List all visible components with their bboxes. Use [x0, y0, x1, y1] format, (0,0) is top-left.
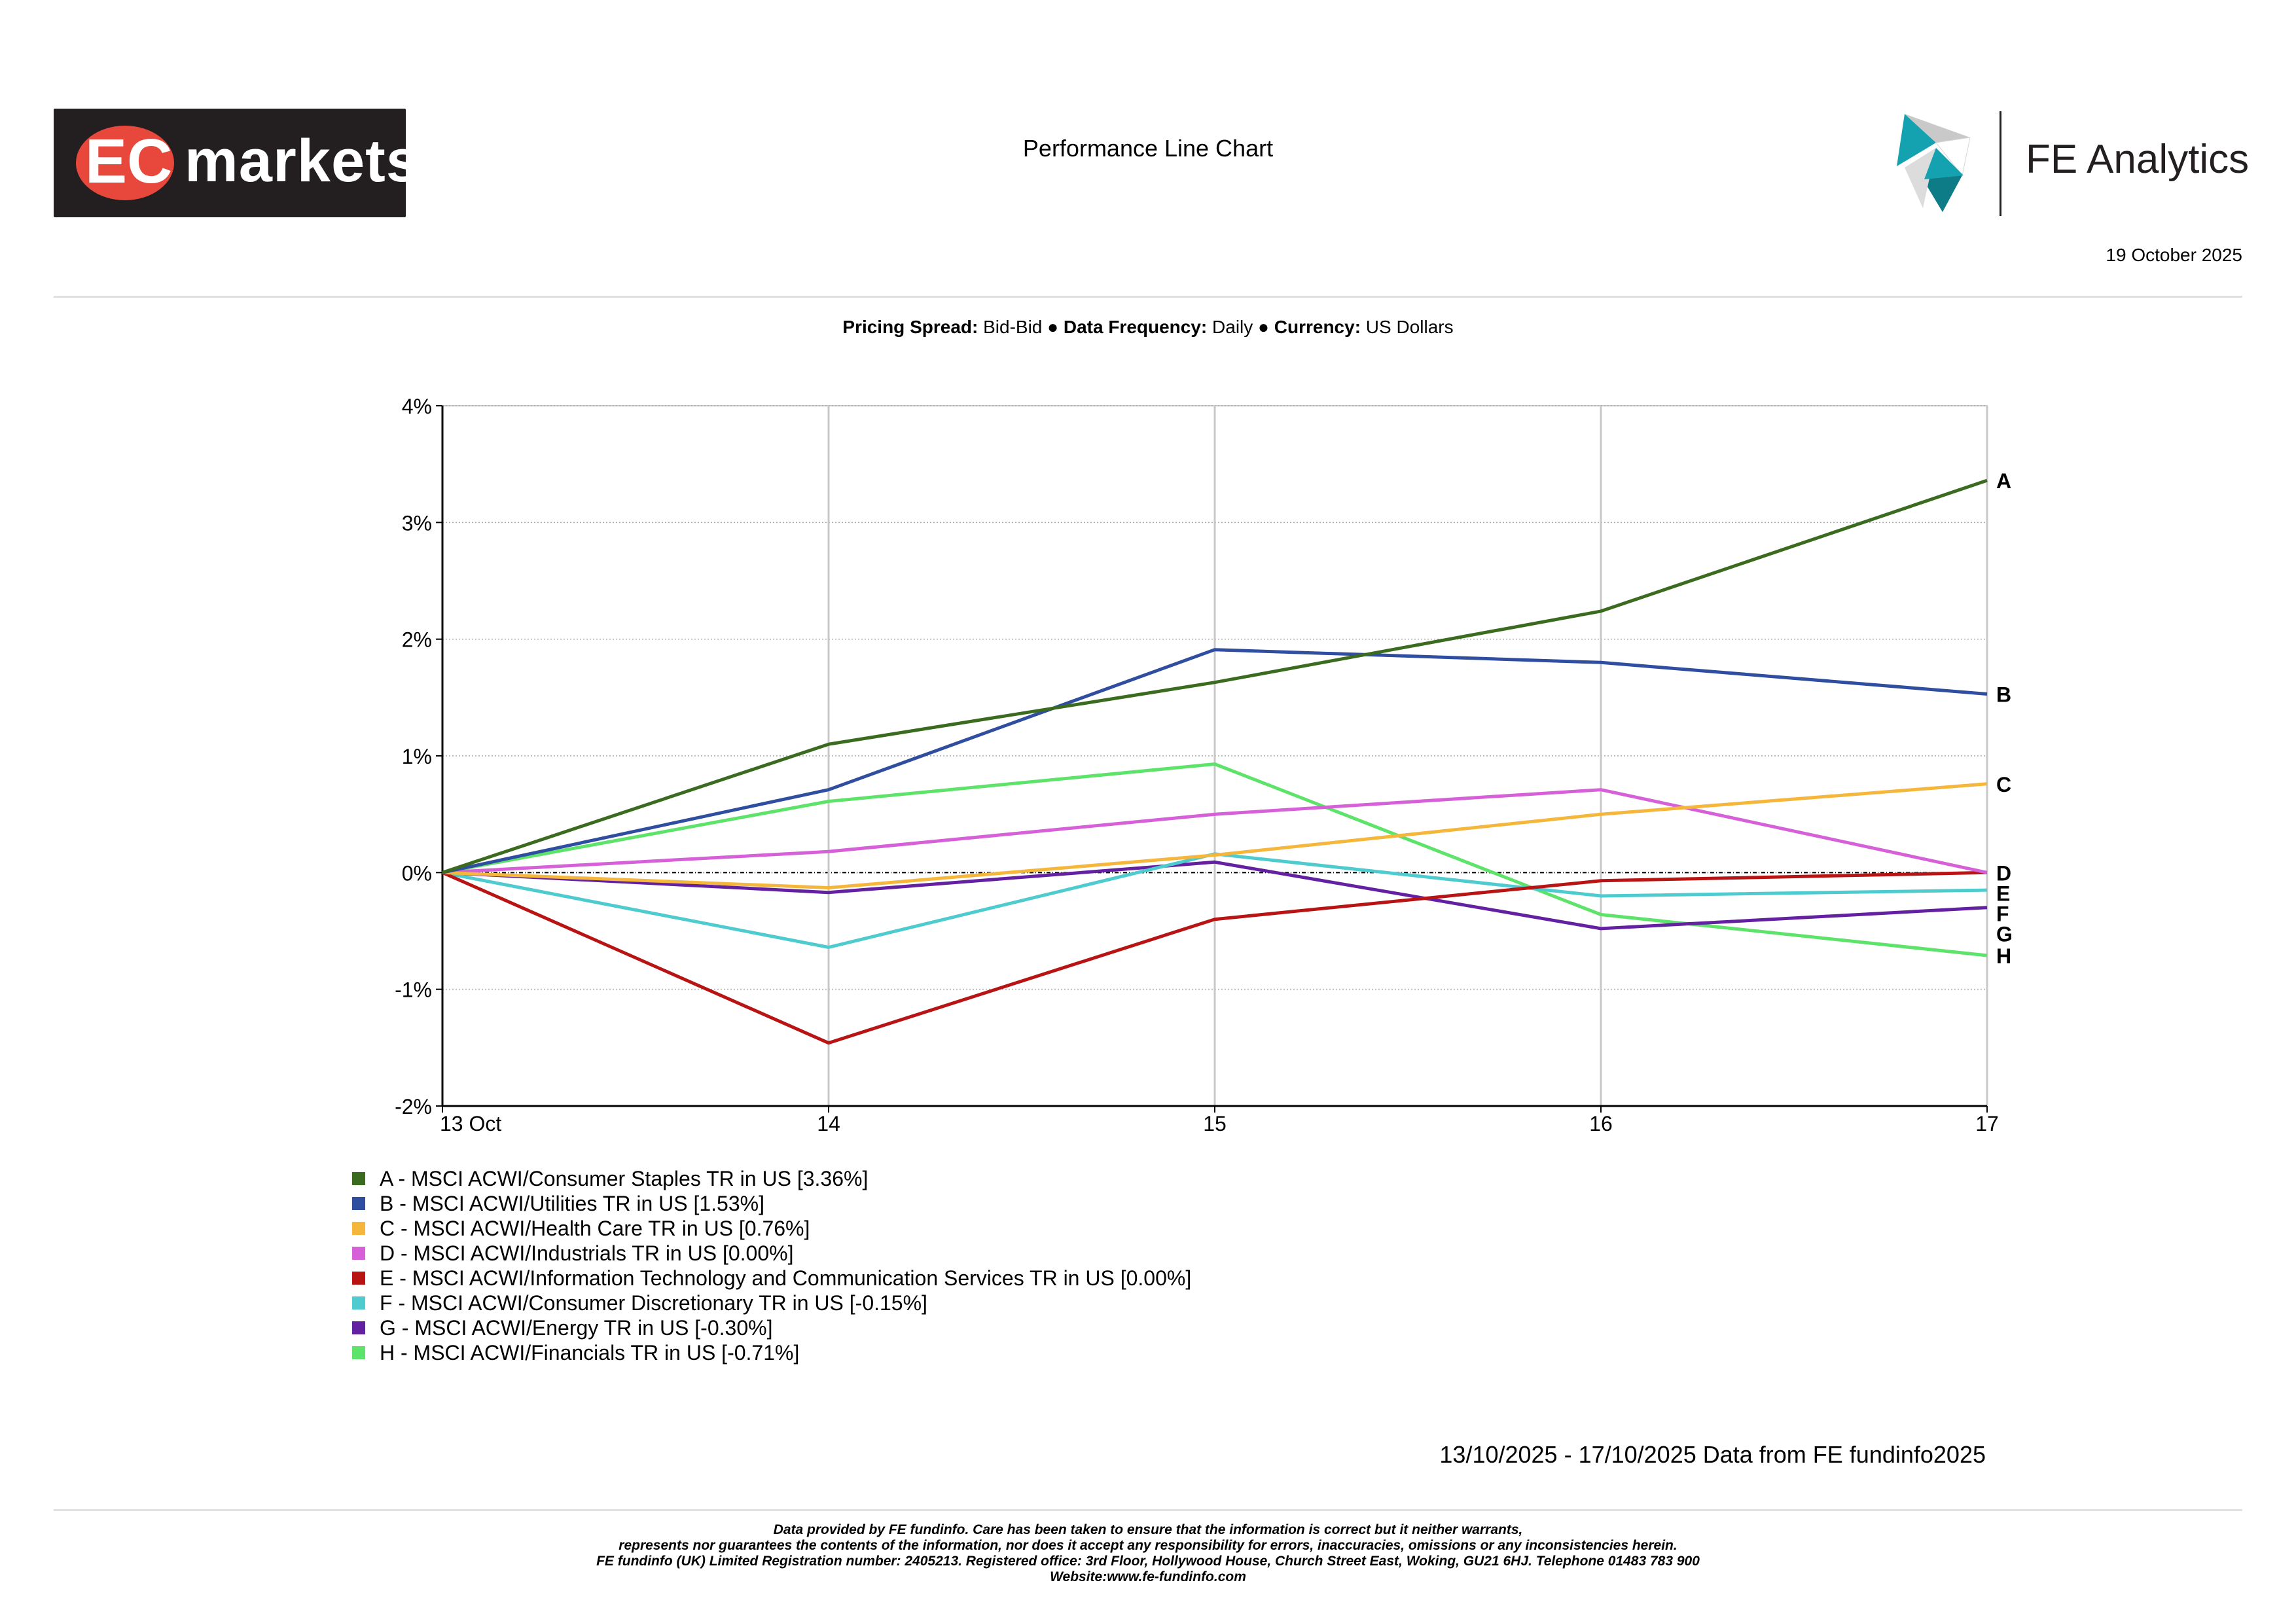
x-tick-label: 16: [1589, 1112, 1613, 1135]
legend-label: G - MSCI ACWI/Energy TR in US [-0.30%]: [380, 1316, 773, 1340]
legend-swatch: [352, 1197, 365, 1210]
legend-label: D - MSCI ACWI/Industrials TR in US [0.00…: [380, 1241, 794, 1265]
disclaimer-line: Data provided by FE fundinfo. Care has b…: [773, 1522, 1523, 1537]
disclaimer-line: FE fundinfo (UK) Limited Registration nu…: [596, 1554, 1700, 1569]
report-date: 19 October 2025: [2106, 245, 2242, 265]
series-end-label-f: F: [1996, 902, 2009, 925]
data-frequency-label: Data Frequency:: [1063, 317, 1208, 337]
footer-divider: [54, 1509, 2242, 1511]
y-tick-label: -2%: [395, 1095, 432, 1118]
chart-source-note: 13/10/2025 - 17/10/2025 Data from FE fun…: [1439, 1441, 1986, 1468]
meta-separator: ●: [1047, 317, 1059, 337]
ec-logo-text: EC: [85, 126, 173, 196]
chart-series: [441, 478, 1988, 1045]
legend-swatch: [352, 1247, 365, 1260]
legend-label: E - MSCI ACWI/Information Technology and…: [380, 1266, 1192, 1290]
header-divider: [54, 296, 2242, 298]
series-line-a: [442, 478, 1988, 874]
chart-settings-line: Pricing Spread: Bid-Bid ● Data Frequency…: [0, 317, 2296, 338]
fe-analytics-name: FE Analytics: [2026, 137, 2250, 182]
legend-item: E - MSCI ACWI/Information Technology and…: [352, 1266, 1191, 1291]
x-tick-label: 13 Oct: [440, 1112, 501, 1135]
chart-legend: A - MSCI ACWI/Consumer Staples TR in US …: [352, 1166, 1191, 1365]
series-end-label-h: H: [1996, 944, 2011, 968]
meta-separator: ●: [1258, 317, 1269, 337]
chart-axes: 4% 3% 2% 1% 0% -1% -2% 13 Oct 14 15 16 17: [395, 395, 1999, 1135]
series-end-label-g: G: [1996, 922, 2013, 946]
series-end-label-b: B: [1996, 683, 2011, 706]
y-tick-label: 0%: [402, 861, 432, 885]
series-line-h: [442, 762, 1988, 957]
series-end-label-a: A: [1996, 469, 2011, 493]
legend-item: B - MSCI ACWI/Utilities TR in US [1.53%]: [352, 1191, 1191, 1216]
legend-swatch: [352, 1296, 365, 1310]
legend-swatch: [352, 1321, 365, 1334]
y-tick-label: 4%: [402, 395, 432, 418]
y-tick-label: 2%: [402, 628, 432, 652]
legend-item: C - MSCI ACWI/Health Care TR in US [0.76…: [352, 1216, 1191, 1241]
x-tick-label: 14: [817, 1112, 840, 1135]
markets-logo-text: markets: [185, 128, 420, 194]
series-end-label-d: D: [1996, 861, 2011, 885]
series-line-c: [442, 782, 1988, 889]
series-line-e: [441, 870, 1988, 1045]
legend-swatch: [352, 1346, 365, 1359]
x-tick-label: 15: [1203, 1112, 1227, 1135]
pricing-spread-label: Pricing Spread:: [842, 317, 978, 337]
series-line-g: [442, 860, 1988, 931]
legend-swatch: [352, 1222, 365, 1235]
legend-swatch: [352, 1172, 365, 1185]
chart-grid: [442, 405, 1988, 1107]
disclaimer-line: Website:www.fe-fundinfo.com: [1050, 1569, 1246, 1584]
legend-label: B - MSCI ACWI/Utilities TR in US [1.53%]: [380, 1192, 764, 1215]
legend-label: A - MSCI ACWI/Consumer Staples TR in US …: [380, 1167, 869, 1190]
legend-label: H - MSCI ACWI/Financials TR in US [-0.71…: [380, 1341, 800, 1364]
fe-triangle-logo-icon: [1897, 114, 1971, 212]
data-frequency-value: Daily: [1212, 317, 1253, 337]
series-line-d: [442, 788, 1988, 874]
y-tick-label: -1%: [395, 978, 432, 1002]
currency-label: Currency:: [1274, 317, 1361, 337]
legend-item: F - MSCI ACWI/Consumer Discretionary TR …: [352, 1291, 1191, 1315]
legend-swatch: [352, 1272, 365, 1285]
legend-item: A - MSCI ACWI/Consumer Staples TR in US …: [352, 1166, 1191, 1191]
fe-logo-divider: [2000, 111, 2001, 216]
x-tick-label: 17: [1975, 1112, 1999, 1135]
legend-item: H - MSCI ACWI/Financials TR in US [-0.71…: [352, 1340, 1191, 1365]
series-end-label-c: C: [1996, 773, 2011, 796]
currency-value: US Dollars: [1365, 317, 1454, 337]
y-tick-label: 3%: [402, 511, 432, 535]
ec-logo-circle: [76, 126, 174, 200]
pricing-spread-value: Bid-Bid: [983, 317, 1043, 337]
legend-label: F - MSCI ACWI/Consumer Discretionary TR …: [380, 1291, 927, 1315]
series-end-label-e: E: [1996, 882, 2010, 905]
y-tick-label: 1%: [402, 745, 432, 768]
ec-markets-logo: EC markets: [54, 109, 420, 217]
page-title: Performance Line Chart: [1022, 135, 1274, 162]
legend-item: D - MSCI ACWI/Industrials TR in US [0.00…: [352, 1241, 1191, 1266]
legend-item: G - MSCI ACWI/Energy TR in US [-0.30%]: [352, 1315, 1191, 1340]
series-line-b: [442, 648, 1988, 874]
legend-label: C - MSCI ACWI/Health Care TR in US [0.76…: [380, 1217, 810, 1240]
disclaimer: Data provided by FE fundinfo. Care has b…: [0, 1522, 2296, 1585]
disclaimer-line: represents nor guarantees the contents o…: [619, 1538, 1677, 1553]
